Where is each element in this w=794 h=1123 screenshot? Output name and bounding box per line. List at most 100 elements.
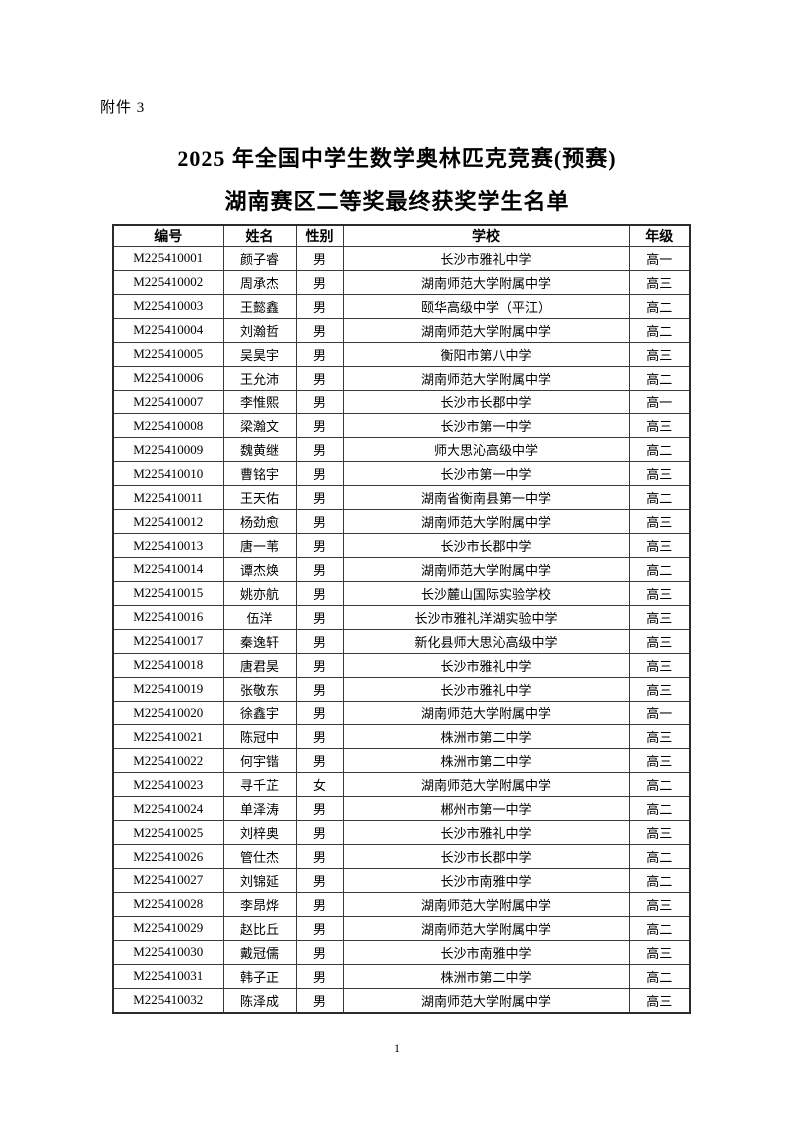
cell-name: 唐一苇: [222, 533, 297, 558]
cell-gender: 男: [295, 915, 344, 941]
cell-gender: 男: [295, 461, 344, 487]
column-header-school: 学校: [342, 224, 630, 247]
cell-id: M225410018: [112, 652, 224, 678]
cell-gender: 男: [295, 820, 344, 846]
cell-name: 姚亦航: [222, 580, 297, 606]
cell-gender: 男: [295, 269, 344, 295]
column-header-gender: 性别: [295, 224, 344, 247]
cell-school: 湖南师范大学附属中学: [342, 509, 630, 535]
cell-name: 管仕杰: [222, 844, 297, 869]
cell-id: M225410012: [112, 509, 224, 535]
table-row: M225410004 刘瀚哲男湖南师范大学附属中学 高二: [112, 317, 691, 343]
cell-name: 刘瀚哲: [222, 317, 297, 343]
table-row: M225410016 伍洋男长沙市雅礼洋湖实验中学 高三: [112, 604, 691, 630]
table-row: M225410017 秦逸轩男新化县师大思沁高级中学 高三: [112, 628, 691, 654]
column-header-grade: 年级: [628, 224, 691, 247]
cell-name: 戴冠儒: [222, 939, 297, 965]
table-row: M225410027 刘锦延男长沙市南雅中学 高二: [112, 867, 691, 893]
cell-grade: 高二: [628, 293, 691, 319]
table-row: M225410002 周承杰男湖南师范大学附属中学 高三: [112, 269, 691, 295]
cell-gender: 男: [295, 556, 344, 582]
cell-gender: 男: [295, 700, 344, 726]
table-row: M225410001 颜子睿男长沙市雅礼中学 高一: [112, 246, 691, 271]
cell-id: M225410026: [112, 844, 224, 869]
cell-gender: 男: [295, 676, 344, 702]
cell-grade: 高二: [628, 437, 691, 463]
cell-grade: 高三: [628, 891, 691, 917]
cell-school: 长沙市雅礼中学: [342, 246, 630, 271]
cell-school: 郴州市第一中学: [342, 796, 630, 822]
cell-id: M225410003: [112, 293, 224, 319]
cell-id: M225410032: [112, 987, 224, 1014]
table-row: M225410008 梁瀚文男长沙市第一中学 高三: [112, 413, 691, 439]
cell-id: M225410002: [112, 269, 224, 295]
cell-gender: 男: [295, 844, 344, 869]
cell-gender: 男: [295, 628, 344, 654]
cell-id: M225410029: [112, 915, 224, 941]
cell-gender: 男: [295, 867, 344, 893]
attachment-label: 附件 3: [100, 100, 146, 116]
cell-gender: 男: [295, 365, 344, 391]
cell-id: M225410005: [112, 341, 224, 367]
cell-name: 王懿鑫: [222, 293, 297, 319]
student-table-body: M225410001 颜子睿男长沙市雅礼中学 高一 M225410002 周承杰男湖南师…: [112, 246, 691, 1014]
table-row: M225410032 陈泽成男湖南师范大学附属中学 高三: [112, 987, 691, 1014]
cell-grade: 高三: [628, 820, 691, 846]
cell-school: 长沙市雅礼中学: [342, 652, 630, 678]
cell-name: 王天佑: [222, 485, 297, 511]
cell-id: M225410019: [112, 676, 224, 702]
table-row: M225410024 单泽涛男郴州市第一中学 高二: [112, 796, 691, 822]
cell-name: 李惟熙: [222, 389, 297, 415]
cell-school: 湖南师范大学附属中学: [342, 269, 630, 295]
cell-grade: 高三: [628, 341, 691, 367]
cell-id: M225410025: [112, 820, 224, 846]
cell-name: 谭杰焕: [222, 556, 297, 582]
cell-id: M225410030: [112, 939, 224, 965]
table-row: M225410028 李昂烨男湖南师范大学附属中学 高三: [112, 891, 691, 917]
cell-name: 赵比丘: [222, 915, 297, 941]
cell-id: M225410031: [112, 963, 224, 989]
cell-id: M225410014: [112, 556, 224, 582]
cell-school: 长沙市长郡中学: [342, 389, 630, 415]
cell-school: 长沙市长郡中学: [342, 844, 630, 869]
cell-grade: 高三: [628, 652, 691, 678]
table-row: M225410025 刘梓奥男长沙市雅礼中学 高三: [112, 820, 691, 846]
cell-grade: 高三: [628, 533, 691, 558]
cell-gender: 男: [295, 748, 344, 774]
cell-grade: 高一: [628, 389, 691, 415]
cell-id: M225410021: [112, 724, 224, 750]
cell-grade: 高二: [628, 796, 691, 822]
table-row: M225410030 戴冠儒男长沙市南雅中学 高三: [112, 939, 691, 965]
cell-school: 株洲市第二中学: [342, 724, 630, 750]
cell-grade: 高三: [628, 724, 691, 750]
cell-id: M225410008: [112, 413, 224, 439]
table-row: M225410022 何宇锴男株洲市第二中学 高三: [112, 748, 691, 774]
table-header-row: 编号 姓名 性别 学校 年级: [112, 224, 691, 247]
cell-grade: 高二: [628, 963, 691, 989]
cell-school: 长沙市长郡中学: [342, 533, 630, 558]
cell-school: 长沙市第一中学: [342, 413, 630, 439]
cell-school: 湖南师范大学附属中学: [342, 915, 630, 941]
cell-id: M225410016: [112, 604, 224, 630]
column-header-name: 姓名: [222, 224, 297, 247]
cell-gender: 男: [295, 389, 344, 415]
cell-id: M225410004: [112, 317, 224, 343]
cell-name: 周承杰: [222, 269, 297, 295]
cell-grade: 高三: [628, 628, 691, 654]
cell-gender: 男: [295, 246, 344, 271]
cell-grade: 高三: [628, 939, 691, 965]
cell-id: M225410011: [112, 485, 224, 511]
page-number: 1: [394, 1041, 400, 1055]
table-row: M225410003 王懿鑫男颐华高级中学（平江） 高二: [112, 293, 691, 319]
cell-school: 湖南师范大学附属中学: [342, 317, 630, 343]
cell-id: M225410007: [112, 389, 224, 415]
cell-school: 湖南师范大学附属中学: [342, 891, 630, 917]
cell-id: M225410027: [112, 867, 224, 893]
table-row: M225410031 韩子正男株洲市第二中学 高二: [112, 963, 691, 989]
cell-name: 刘梓奥: [222, 820, 297, 846]
cell-school: 湖南省衡南县第一中学: [342, 485, 630, 511]
cell-name: 曹铭宇: [222, 461, 297, 487]
cell-gender: 男: [295, 891, 344, 917]
cell-id: M225410015: [112, 580, 224, 606]
table-row: M225410026 管仕杰男长沙市长郡中学 高二: [112, 844, 691, 869]
